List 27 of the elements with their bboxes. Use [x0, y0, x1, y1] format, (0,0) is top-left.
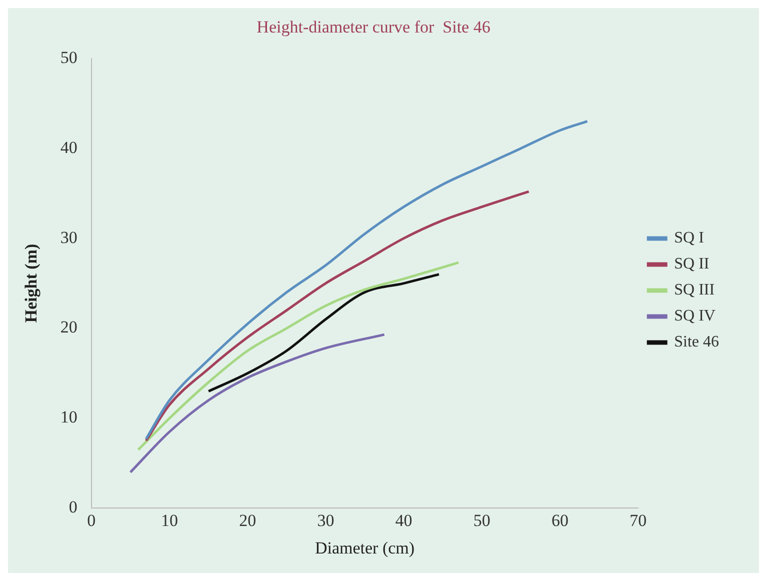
- x-tick-label: 20: [239, 510, 256, 530]
- y-tick-label: 30: [60, 228, 78, 247]
- legend-label: SQ IV: [674, 308, 716, 325]
- x-tick-label: 60: [552, 510, 569, 530]
- y-axis-title: Height (m): [22, 244, 41, 323]
- line-series: [129, 333, 386, 474]
- line-series: [144, 120, 589, 440]
- y-tick-label: 40: [60, 138, 78, 157]
- x-tick-label: 50: [473, 510, 490, 530]
- x-axis-title: Diameter (cm): [314, 538, 415, 558]
- x-tick-label: 0: [87, 510, 96, 530]
- x-tick-label: 70: [630, 510, 647, 530]
- legend-label: SQ II: [674, 256, 710, 273]
- y-tick-label: 10: [60, 408, 78, 427]
- x-tick-label: 10: [161, 510, 178, 530]
- x-tick-label: 40: [395, 510, 412, 530]
- y-tick-label: 20: [60, 318, 78, 337]
- x-tick-label: 30: [317, 510, 334, 530]
- y-tick-label: 50: [60, 48, 78, 67]
- line-series: [144, 190, 530, 442]
- chart-title: Height-diameter curve for Site 46: [256, 18, 490, 37]
- legend-label: SQ III: [674, 282, 715, 299]
- line-series: [207, 273, 440, 392]
- y-tick-label: 0: [68, 498, 78, 517]
- legend-label: Site 46: [674, 334, 719, 351]
- legend-label: SQ I: [674, 230, 704, 247]
- line-series: [137, 261, 460, 451]
